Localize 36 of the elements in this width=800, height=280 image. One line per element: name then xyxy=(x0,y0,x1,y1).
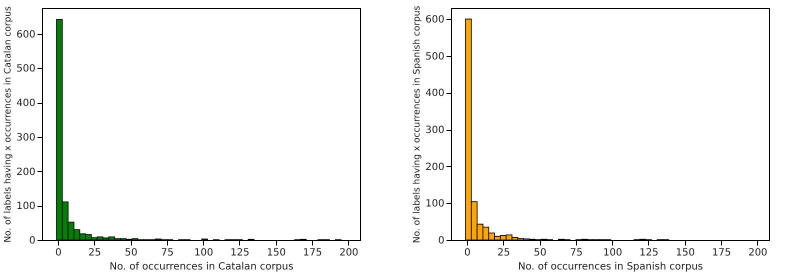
y-tick-label: 0 xyxy=(29,236,36,246)
x-tick-label: 25 xyxy=(88,248,102,258)
x-tick-label: 0 xyxy=(55,248,62,258)
x-tick-label: 175 xyxy=(712,248,732,258)
x-tick-label: 75 xyxy=(570,248,583,258)
x-tick-label: 25 xyxy=(497,248,510,258)
x-axis-title: No. of occurrences in Catalan corpus xyxy=(110,262,294,272)
y-tick-label: 600 xyxy=(16,29,36,40)
x-tick-label: 125 xyxy=(230,248,250,258)
x-tick-label: 200 xyxy=(339,248,358,258)
y-tick-label: 200 xyxy=(16,166,36,178)
y-tick-label: 200 xyxy=(425,162,444,173)
y-tick-label: 0 xyxy=(438,236,444,246)
x-tick-label: 50 xyxy=(124,248,138,258)
x-tick-label: 100 xyxy=(603,248,622,258)
x-tick-label: 200 xyxy=(748,248,768,258)
y-tick-label: 600 xyxy=(425,14,444,26)
y-tick-label: 300 xyxy=(16,132,36,144)
x-axis-title: No. of occurrences in Spanish corpus xyxy=(518,262,703,272)
x-tick-label: 75 xyxy=(161,248,174,258)
y-tick-label: 300 xyxy=(425,125,444,136)
x-tick-label: 175 xyxy=(303,248,322,258)
x-tick-label: 150 xyxy=(266,248,286,258)
y-axis-title: No. of labels having x occurrences in Catalan corpus xyxy=(3,6,14,243)
y-tick-label: 100 xyxy=(425,198,444,210)
x-tick-label: 0 xyxy=(464,248,471,258)
x-tick-label: 150 xyxy=(676,248,695,258)
y-tick-label: 100 xyxy=(16,201,36,212)
x-tick-label: 125 xyxy=(639,248,659,258)
y-tick-label: 400 xyxy=(425,88,444,100)
x-tick-label: 50 xyxy=(534,248,546,258)
y-axis-title: No. of labels having x occurrences in Spanish corpus xyxy=(412,6,422,244)
y-tick-label: 500 xyxy=(16,64,36,75)
x-tick-label: 100 xyxy=(194,248,214,258)
y-tick-label: 400 xyxy=(16,98,36,110)
y-tick-label: 500 xyxy=(425,51,444,62)
